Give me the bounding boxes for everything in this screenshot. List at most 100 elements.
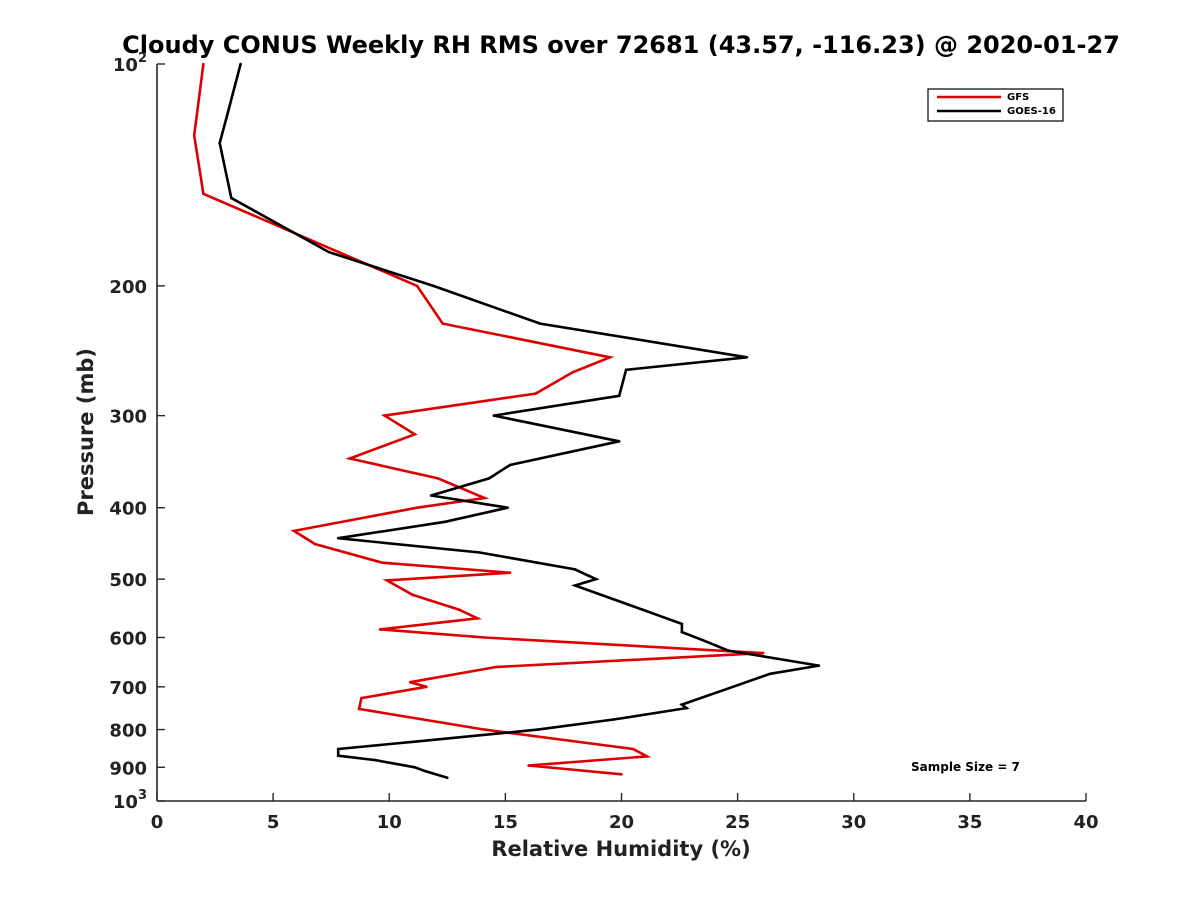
data-point-gfs-24 <box>761 651 765 655</box>
x-tick-label-0: 0 <box>151 812 164 833</box>
legend: GFS GOES-16 <box>927 88 1064 122</box>
data-point-gfs-32 <box>645 755 649 758</box>
data-point-goes16-26 <box>701 638 705 642</box>
data-point-gfs-23 <box>483 636 486 639</box>
data-point-gfs-4 <box>441 322 445 325</box>
data-point-goes16-11 <box>617 440 621 443</box>
sample-size-annotation: Sample Size = 7 <box>911 760 1020 774</box>
data-point-goes16-15 <box>506 506 510 510</box>
data-point-goes16-3 <box>230 196 233 200</box>
data-point-goes16-14 <box>429 494 433 497</box>
data-point-goes16-40 <box>422 769 426 773</box>
y-axis-label: Pressure (mb) <box>74 348 98 516</box>
x-tick-label-35: 35 <box>957 812 982 833</box>
y-tick-label-500: 500 <box>109 570 147 591</box>
x-tick-label-25: 25 <box>725 812 750 833</box>
y-tick-label-300: 300 <box>109 407 147 428</box>
legend-label-gfs: GFS <box>1007 92 1029 103</box>
y-tick-label-800: 800 <box>109 721 147 742</box>
data-point-gfs-6 <box>571 371 574 374</box>
data-point-goes16-29 <box>768 672 772 676</box>
data-point-goes16-39 <box>413 766 417 769</box>
data-point-gfs-26 <box>408 680 412 684</box>
data-point-gfs-9 <box>413 433 417 436</box>
data-point-goes16-19 <box>573 568 577 571</box>
data-point-goes16-9 <box>617 394 621 398</box>
y-ticks: 102 200 300 400 500 600 700 800 900 103 <box>109 51 165 813</box>
data-point-gfs-8 <box>383 414 386 417</box>
data-point-gfs-21 <box>476 617 479 620</box>
data-point-goes16-33 <box>613 718 616 721</box>
data-point-goes16-31 <box>680 703 684 706</box>
data-point-goes16-10 <box>492 414 496 417</box>
data-point-gfs-29 <box>357 707 361 711</box>
data-point-gfs-33 <box>527 764 530 767</box>
data-point-goes16-24 <box>680 622 684 626</box>
data-point-gfs-18 <box>385 579 389 582</box>
data-point-goes16-13 <box>487 477 491 480</box>
y-tick-label-100: 102 <box>113 51 147 76</box>
data-point-goes16-34 <box>536 728 540 731</box>
data-point-gfs-15 <box>313 542 317 546</box>
data-point-goes16-12 <box>508 463 512 467</box>
data-point-gfs-5 <box>608 356 612 359</box>
data-point-gfs-28 <box>360 696 363 700</box>
y-tick-label-200: 200 <box>109 277 147 298</box>
data-point-gfs-16 <box>381 561 384 564</box>
x-tick-label-10: 10 <box>377 812 402 833</box>
data-point-goes16-20 <box>587 574 591 578</box>
data-point-gfs-20 <box>457 608 461 611</box>
data-point-goes16-16 <box>443 520 447 524</box>
data-point-gfs-22 <box>378 628 382 631</box>
data-point-goes16-37 <box>336 754 340 757</box>
data-point-gfs-1 <box>192 134 196 137</box>
x-ticks: 0 5 10 15 20 25 30 35 40 <box>151 793 1099 833</box>
data-point-goes16-32 <box>685 706 688 710</box>
y-tick-label-900: 900 <box>109 758 147 779</box>
data-point-gfs-25 <box>494 665 498 669</box>
data-point-goes16-41 <box>446 776 449 780</box>
data-point-goes16-5 <box>432 284 435 288</box>
data-point-gfs-19 <box>411 593 414 597</box>
series-layer <box>192 62 821 780</box>
legend-label-goes16: GOES-16 <box>1007 106 1056 117</box>
data-point-gfs-27 <box>425 685 428 689</box>
data-point-goes16-21 <box>594 577 598 581</box>
series-line-goes16 <box>218 63 820 780</box>
data-point-goes16-4 <box>327 250 331 254</box>
data-point-gfs-12 <box>483 496 486 500</box>
legend-box <box>927 88 1064 122</box>
data-point-goes16-1 <box>225 115 228 119</box>
y-tick-label-600: 600 <box>109 628 147 649</box>
data-point-gfs-2 <box>202 192 205 196</box>
chart-title: Cloudy CONUS Weekly RH RMS over 72681 (4… <box>122 31 1120 59</box>
data-point-goes16-23 <box>641 608 644 611</box>
x-tick-label-5: 5 <box>267 812 280 833</box>
data-point-goes16-18 <box>478 551 482 554</box>
data-point-goes16-6 <box>538 322 542 325</box>
data-point-gfs-7 <box>534 392 537 395</box>
data-point-gfs-0 <box>202 62 205 66</box>
data-point-goes16-28 <box>817 664 821 667</box>
x-tick-label-40: 40 <box>1073 812 1098 833</box>
y-tick-label-1000: 103 <box>113 788 147 813</box>
data-point-goes16-7 <box>745 356 749 359</box>
x-axis-label: Relative Humidity (%) <box>491 837 750 861</box>
data-point-goes16-0 <box>239 62 242 66</box>
y-tick-label-700: 700 <box>109 678 147 699</box>
data-point-goes16-2 <box>218 141 221 145</box>
data-point-gfs-17 <box>508 571 512 574</box>
data-point-gfs-3 <box>415 284 419 288</box>
data-point-goes16-30 <box>731 685 735 689</box>
data-point-goes16-27 <box>727 649 730 652</box>
x-tick-label-20: 20 <box>609 812 634 833</box>
data-point-goes16-35 <box>415 740 419 743</box>
data-point-goes16-36 <box>336 747 340 751</box>
data-point-gfs-14 <box>292 529 296 533</box>
data-point-gfs-34 <box>620 773 623 776</box>
data-point-goes16-22 <box>573 584 577 587</box>
data-point-gfs-31 <box>631 747 635 751</box>
data-point-goes16-38 <box>374 758 377 762</box>
